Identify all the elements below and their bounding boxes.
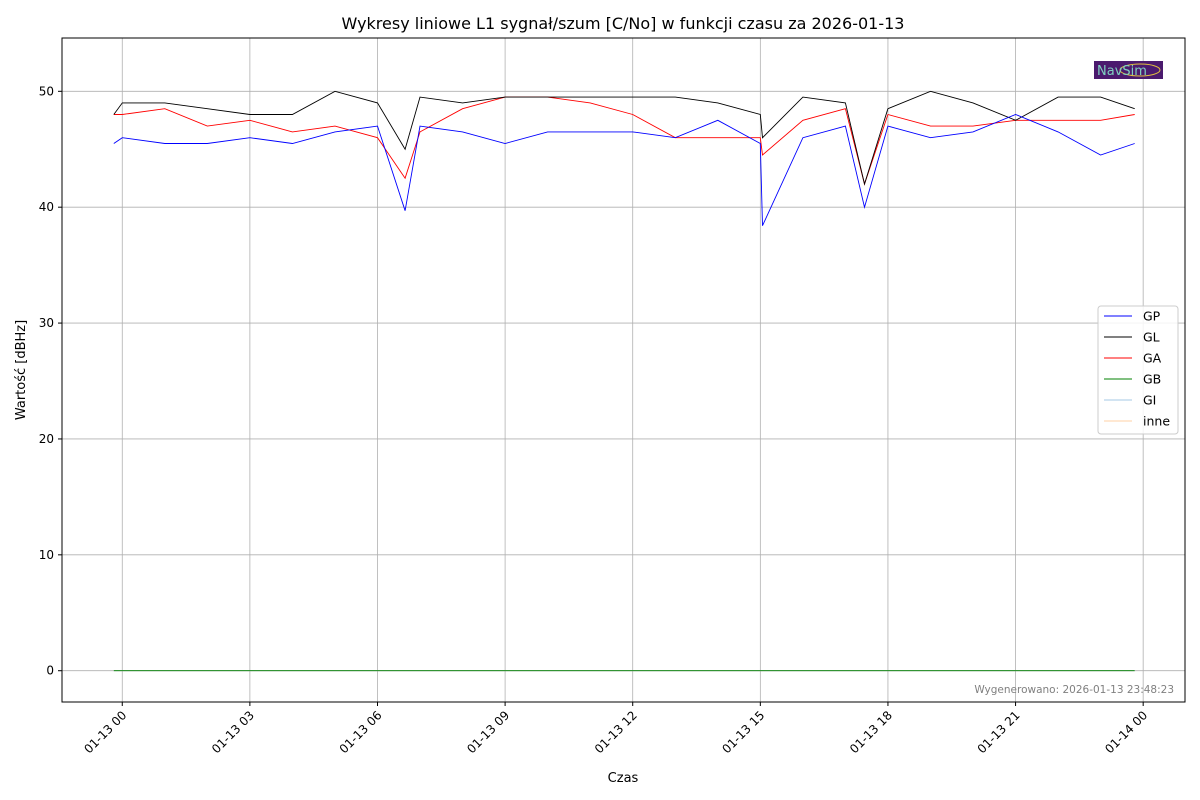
series-line-GL — [113, 90, 1135, 186]
legend-label-GB: GB — [1143, 372, 1161, 387]
y-axis: 0 10 20 30 40 50 — [39, 84, 62, 678]
x-tick-label: 01-13 18 — [847, 708, 895, 756]
x-tick-label: 01-13 09 — [464, 708, 512, 756]
x-tick-label: 01-13 06 — [337, 708, 385, 756]
y-tick-label: 0 — [46, 664, 54, 678]
legend-label-GI: GI — [1143, 393, 1156, 408]
x-tick-label: 01-13 03 — [209, 708, 257, 756]
series-line-GA — [113, 96, 1135, 186]
generated-annotation: Wygenerowano: 2026-01-13 23:48:23 — [974, 684, 1174, 696]
legend-label-GL: GL — [1143, 330, 1160, 345]
x-tick-label: 01-13 15 — [719, 708, 767, 756]
chart-title: Wykresy liniowe L1 sygnał/szum [C/No] w … — [342, 14, 905, 33]
x-tick-label: 01-13 12 — [592, 708, 640, 756]
logo: NavSim — [1094, 61, 1163, 79]
legend: GP GL GA GB GI inne — [1097, 305, 1179, 435]
grid — [62, 38, 1185, 702]
y-tick-label: 30 — [39, 316, 54, 330]
series-lines — [113, 90, 1135, 672]
x-axis: 01-13 00 01-13 03 01-13 06 01-13 09 01-13 12… — [81, 702, 1150, 756]
x-tick-label: 01-14 00 — [1102, 708, 1150, 756]
legend-label-GA: GA — [1143, 351, 1162, 366]
logo-text: NavSim — [1097, 64, 1147, 79]
legend-label-GP: GP — [1143, 309, 1161, 324]
y-tick-label: 40 — [39, 200, 54, 214]
legend-box — [1097, 305, 1179, 435]
y-axis-label: Wartość [dBHz] — [14, 320, 29, 420]
y-tick-label: 20 — [39, 432, 54, 446]
series-line-GP — [113, 114, 1135, 226]
plot-frame — [61, 37, 1186, 703]
y-tick-label: 50 — [39, 84, 54, 98]
x-axis-label: Czas — [608, 771, 639, 786]
x-tick-label: 01-13 21 — [975, 708, 1023, 756]
x-tick-label: 01-13 00 — [81, 708, 129, 756]
y-tick-label: 10 — [39, 548, 54, 562]
legend-label-inne: inne — [1143, 414, 1170, 429]
